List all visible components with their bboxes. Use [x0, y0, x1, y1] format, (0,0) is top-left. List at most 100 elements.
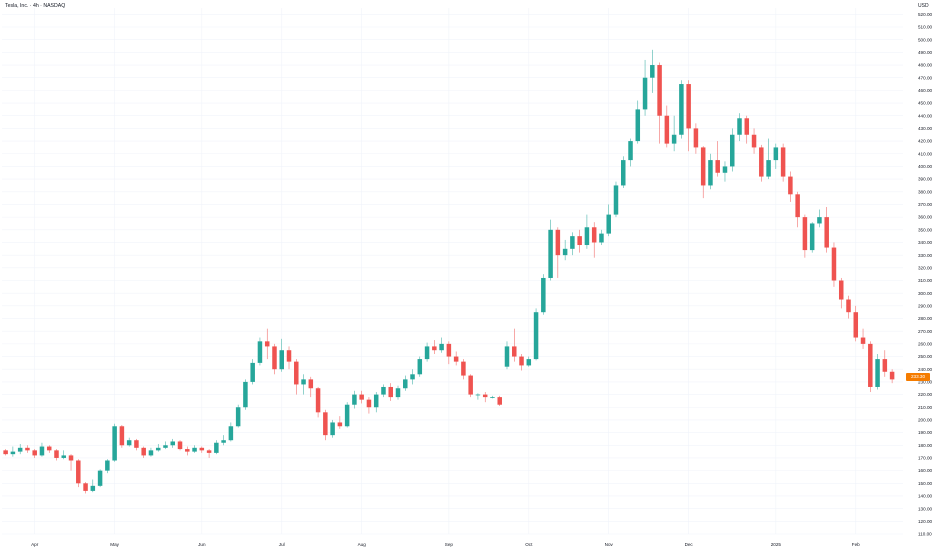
y-tick-label: 180.00: [918, 443, 932, 448]
y-tick-label: 330.00: [918, 253, 932, 258]
candle: [773, 143, 779, 169]
candle-body: [613, 185, 619, 215]
x-tick-label: Oct: [525, 542, 533, 547]
candle-body: [308, 379, 314, 389]
candle: [461, 359, 466, 380]
candle: [112, 423, 117, 462]
candle: [591, 222, 597, 258]
candle-body: [185, 449, 190, 452]
grid-lines: [2, 8, 903, 535]
x-tick-label: 2025: [771, 542, 782, 547]
time-axis: AprMayJunJulAugSepOctNovDec2025FebMar: [31, 542, 932, 547]
candle: [206, 449, 212, 458]
candle: [722, 161, 728, 182]
candle: [613, 181, 619, 218]
candle: [214, 440, 219, 455]
candle-body: [671, 134, 677, 144]
candle-body: [25, 447, 30, 451]
candle-body: [119, 426, 125, 446]
y-tick-label: 120.00: [918, 519, 932, 524]
candle-body: [453, 356, 459, 362]
candle-body: [759, 147, 764, 177]
candle: [199, 446, 205, 453]
candle: [54, 449, 59, 461]
y-tick-label: 390.00: [918, 177, 932, 182]
candle-body: [206, 450, 212, 453]
candle: [664, 105, 670, 148]
candle-body: [628, 141, 633, 161]
last-price-tag: 233.30: [906, 373, 930, 381]
candle: [279, 338, 284, 372]
candle-body: [831, 247, 837, 281]
x-tick-label: Dec: [685, 542, 694, 547]
candle: [780, 143, 786, 182]
candle-body: [395, 388, 401, 398]
candle-body: [257, 341, 263, 363]
candle: [817, 209, 822, 228]
y-tick-label: 310.00: [918, 278, 932, 283]
candle: [97, 469, 103, 488]
candle: [170, 438, 176, 448]
candle-body: [68, 455, 74, 461]
candle: [759, 144, 764, 182]
candle: [315, 386, 321, 418]
candle-body: [562, 248, 568, 256]
candle-body: [766, 160, 771, 177]
candle: [25, 445, 30, 453]
y-tick-label: 150.00: [918, 481, 932, 486]
candle: [294, 359, 299, 395]
y-tick-label: 400.00: [918, 164, 932, 169]
candle: [257, 337, 263, 366]
candle-body: [533, 312, 539, 360]
candle: [250, 359, 255, 385]
candle-body: [875, 359, 880, 387]
y-tick-label: 470.00: [918, 75, 932, 80]
y-tick-label: 510.00: [918, 25, 932, 30]
x-tick-label: May: [110, 542, 119, 547]
candle: [889, 369, 895, 384]
y-tick-label: 140.00: [918, 494, 932, 499]
candle: [417, 356, 423, 377]
candle-body: [846, 299, 851, 313]
candle: [860, 328, 866, 349]
candle: [141, 446, 146, 458]
candle-body: [90, 485, 96, 491]
candle: [403, 375, 408, 391]
symbol-title: Tesla, Inc. · 4h · NASDAQ: [5, 3, 66, 9]
candle-body: [83, 483, 88, 491]
candles: [3, 49, 895, 494]
candle: [541, 274, 546, 315]
candle: [512, 328, 517, 362]
candle-body: [570, 236, 575, 249]
x-tick-label: Aug: [358, 542, 367, 547]
candle-body: [410, 374, 415, 380]
candle-body: [272, 346, 277, 370]
y-tick-label: 460.00: [918, 88, 932, 93]
candle-body: [824, 217, 829, 248]
candle-body: [286, 350, 292, 362]
candle-body: [170, 441, 176, 446]
y-tick-label: 290.00: [918, 303, 932, 308]
candle-body: [344, 404, 350, 427]
candle-body: [424, 346, 430, 360]
candle-body: [708, 160, 713, 186]
candle: [679, 80, 684, 139]
candle-body: [76, 460, 81, 484]
candle: [635, 100, 641, 144]
y-tick-label: 420.00: [918, 139, 932, 144]
candle-body: [381, 386, 386, 395]
y-tick-label: 280.00: [918, 316, 932, 321]
y-tick-label: 340.00: [918, 240, 932, 245]
candle-body: [221, 440, 226, 443]
candle: [439, 337, 444, 353]
candle-body: [650, 65, 655, 78]
candle: [497, 395, 502, 406]
candle: [700, 146, 706, 199]
candle-body: [788, 176, 793, 195]
y-tick-label: 160.00: [918, 468, 932, 473]
candle: [504, 341, 510, 370]
candle: [381, 384, 386, 398]
y-tick-label: 250.00: [918, 354, 932, 359]
y-tick-label: 210.00: [918, 405, 932, 410]
